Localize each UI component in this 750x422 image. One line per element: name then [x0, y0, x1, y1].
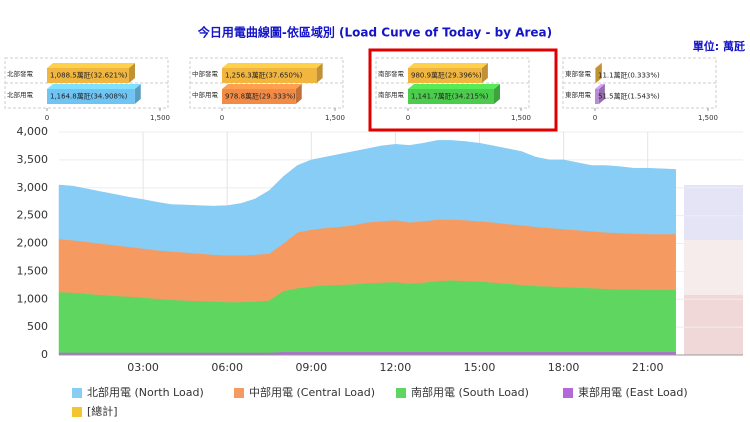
area-series: [58, 140, 676, 256]
value-label: 980.9萬瓩(29.396%): [411, 71, 482, 80]
x-tick-label: 0: [406, 114, 410, 122]
legend-label: 中部用電 (Central Load): [249, 385, 375, 399]
y-tick-label: 2,000: [17, 237, 49, 250]
legend-label: 東部用電 (East Load): [578, 385, 688, 399]
legend-label: [總計]: [87, 404, 118, 418]
bar-top: [408, 84, 501, 89]
x-tick-label: 06:00: [211, 361, 243, 374]
bar-side: [481, 63, 488, 83]
category-label: 南部發電: [378, 69, 405, 78]
x-tick-label: 1,500: [511, 114, 531, 122]
bar-top: [222, 84, 302, 89]
x-tick-label: 0: [593, 114, 597, 122]
category-label: 北部發電: [7, 69, 34, 78]
legend-label: 北部用電 (North Load): [87, 385, 204, 399]
x-tick-label: 18:00: [548, 361, 580, 374]
bar-top: [47, 84, 141, 89]
value-label: 1,088.5萬瓩(32.621%): [50, 71, 128, 80]
bar: [47, 89, 135, 104]
y-tick-label: 1,500: [17, 264, 49, 277]
legend-label: 南部用電 (South Load): [411, 385, 529, 399]
y-tick-label: 2,500: [17, 209, 49, 222]
x-tick-label: 12:00: [380, 361, 412, 374]
value-label: 1,256.3萬瓩(37.650%): [225, 71, 303, 80]
unit-label: 單位: 萬瓩: [693, 39, 745, 53]
x-tick-label: 1,500: [698, 114, 718, 122]
bar-side: [494, 84, 501, 104]
value-label: 51.5萬瓩(1.543%): [598, 92, 660, 101]
bar-top: [595, 84, 605, 89]
bar: [47, 68, 130, 83]
bar-side: [598, 84, 605, 104]
y-tick-label: 3,500: [17, 153, 49, 166]
legend-swatch: [72, 388, 82, 398]
bar: [408, 68, 482, 83]
x-tick-label: 09:00: [295, 361, 327, 374]
bar: [408, 89, 495, 104]
x-tick-label: 0: [220, 114, 224, 122]
x-tick-label: 0: [45, 114, 49, 122]
category-label: 南部用電: [378, 90, 405, 99]
bar-side: [316, 63, 323, 83]
band-decoration: [684, 295, 743, 355]
value-label: 11.1萬瓩(0.333%): [598, 71, 660, 80]
x-tick-label: 1,500: [325, 114, 345, 122]
chart-title: 今日用電曲線圖-依區域別 (Load Curve of Today - by A…: [197, 25, 552, 40]
bar-side: [134, 84, 141, 104]
bar-side: [595, 63, 602, 83]
y-tick-label: 3,000: [17, 181, 49, 194]
x-tick-label: 1,500: [150, 114, 170, 122]
legend-swatch: [396, 388, 406, 398]
x-tick-label: 03:00: [127, 361, 159, 374]
category-label: 東部發電: [565, 69, 592, 78]
band-decoration: [684, 185, 743, 240]
bar-top: [595, 63, 602, 68]
value-label: 1,141.7萬瓩(34.215%): [411, 92, 489, 101]
y-tick-label: 1,000: [17, 292, 49, 305]
category-label: 北部用電: [7, 90, 34, 99]
x-tick-label: 21:00: [632, 361, 664, 374]
y-tick-label: 0: [41, 348, 48, 361]
legend-swatch: [72, 407, 82, 417]
bar-side: [295, 84, 302, 104]
y-tick-label: 4,000: [17, 125, 49, 138]
bar-side: [129, 63, 136, 83]
bar: [222, 68, 317, 83]
category-label: 東部用電: [565, 90, 592, 99]
y-tick-label: 500: [27, 320, 48, 333]
bar-top: [222, 63, 323, 68]
category-label: 中部用電: [192, 90, 219, 99]
value-label: 978.8萬瓩(29.333%): [225, 92, 296, 101]
bar-top: [47, 63, 136, 68]
x-tick-label: 15:00: [464, 361, 496, 374]
band-decoration: [684, 240, 743, 295]
legend-swatch: [234, 388, 244, 398]
bar-top: [408, 63, 488, 68]
highlight-box: [368, 48, 558, 132]
bar: [595, 68, 596, 83]
bar: [595, 89, 599, 104]
legend-swatch: [563, 388, 573, 398]
value-label: 1,164.8萬瓩(34.908%): [50, 92, 128, 101]
bar: [222, 89, 296, 104]
category-label: 中部發電: [192, 69, 219, 78]
